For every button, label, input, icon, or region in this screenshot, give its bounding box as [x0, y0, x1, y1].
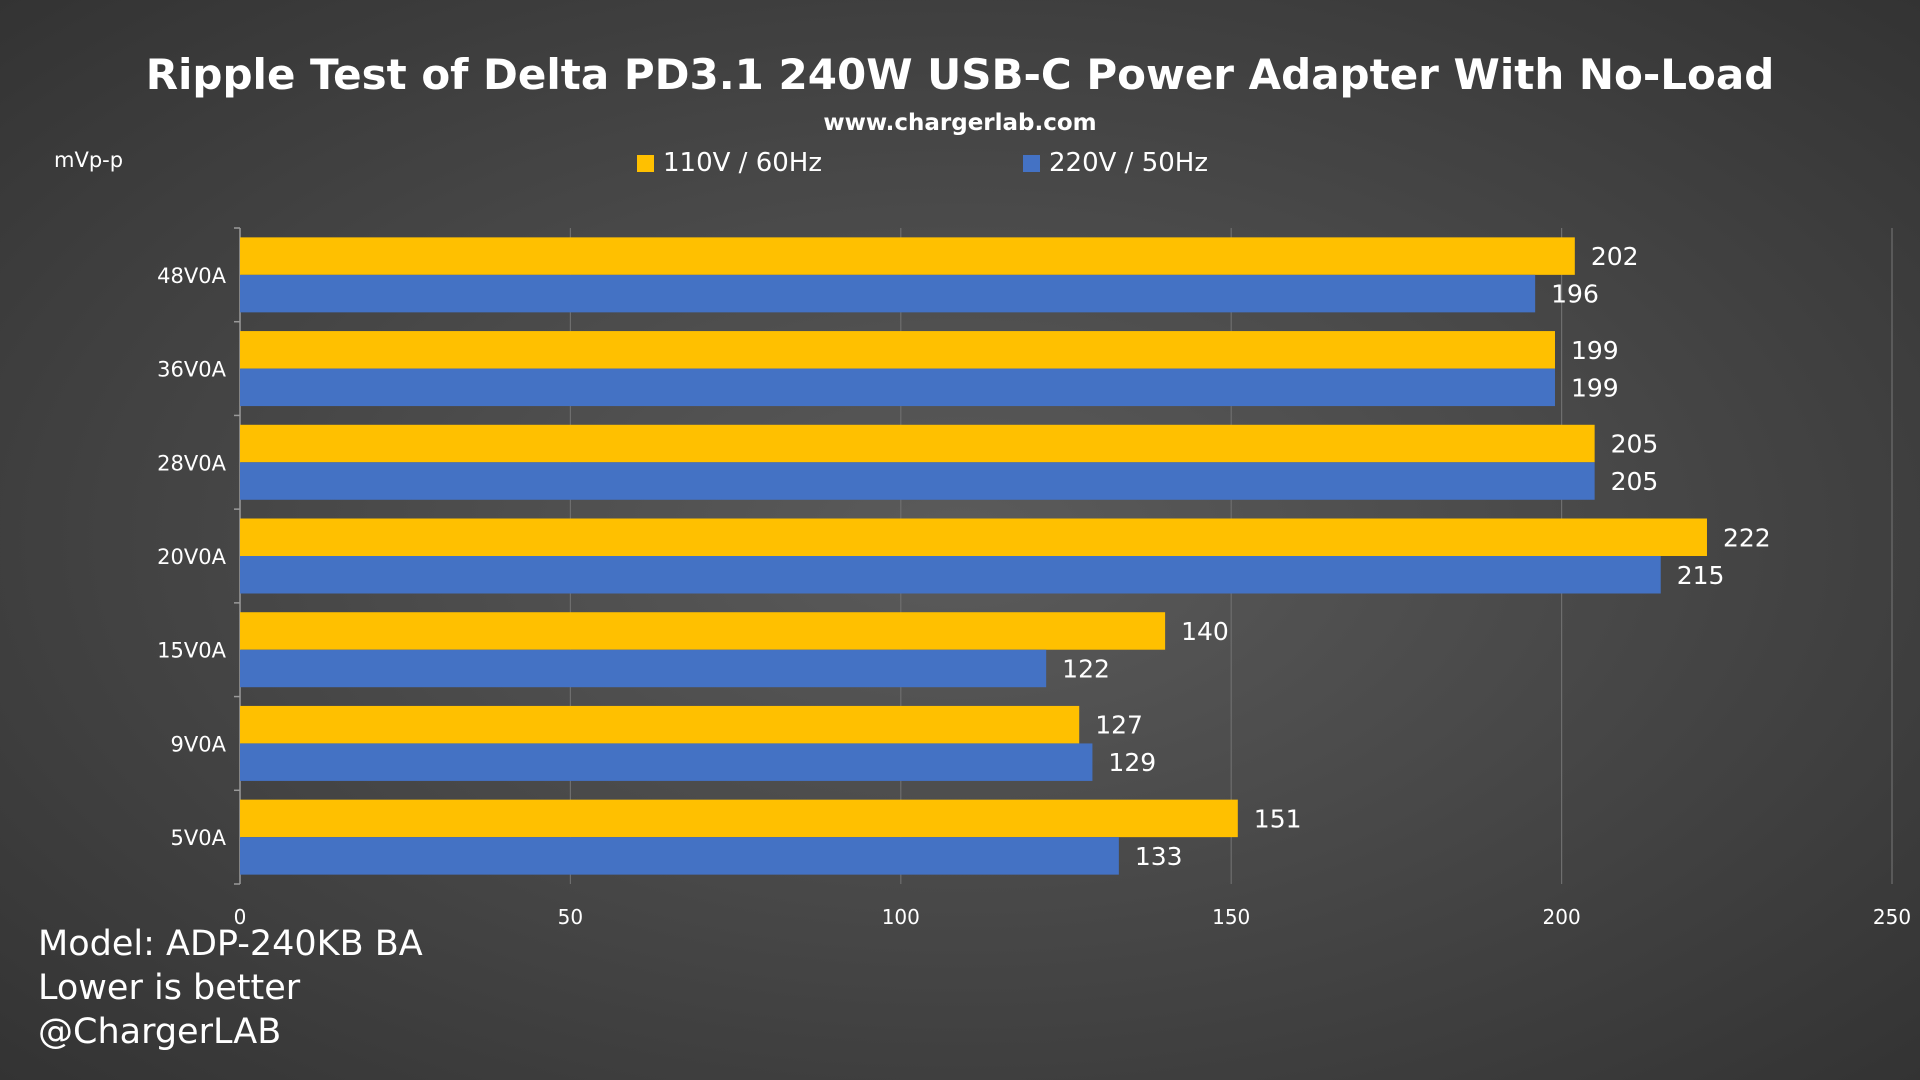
category-label: 36V0A: [157, 358, 226, 382]
bar: [240, 705, 1080, 744]
x-tick-label: 100: [882, 905, 920, 929]
category-label: 15V0A: [157, 639, 226, 663]
category-label: 5V0A: [171, 826, 227, 850]
bar: [240, 237, 1575, 275]
bar: [240, 518, 1707, 556]
category-label: 48V0A: [157, 264, 226, 288]
note-lower-is-better: Lower is better: [38, 968, 301, 1008]
bar: [240, 612, 1166, 650]
legend-swatch-220v: [1023, 154, 1040, 172]
category-label: 28V0A: [157, 451, 226, 475]
legend-item-110v: 110V / 60Hz: [637, 148, 822, 178]
data-label: 196: [1551, 280, 1599, 309]
data-label: 205: [1611, 467, 1659, 496]
data-label: 199: [1571, 373, 1619, 402]
legend-item-220v: 220V / 50Hz: [1023, 148, 1208, 178]
data-label: 140: [1181, 617, 1229, 646]
x-tick-label: 150: [1212, 905, 1250, 929]
chart-subtitle: www.chargerlab.com: [823, 110, 1097, 136]
bar: [240, 743, 1093, 781]
chart-notes: Model: ADP-240KB BA Lower is better @Cha…: [38, 922, 423, 1054]
bar: [240, 799, 1238, 838]
bar: [240, 462, 1595, 500]
legend-label-220v: 220V / 50Hz: [1049, 148, 1208, 178]
x-tick-label: 50: [558, 905, 583, 929]
bar: [240, 274, 1536, 313]
data-label: 222: [1723, 523, 1771, 552]
bar: [240, 424, 1595, 463]
category-label: 9V0A: [171, 732, 227, 756]
bar: [240, 331, 1555, 369]
data-label: 151: [1254, 804, 1302, 833]
data-label: 202: [1591, 242, 1639, 271]
x-tick-label: 250: [1873, 905, 1911, 929]
data-label: 127: [1095, 711, 1143, 740]
note-model: Model: ADP-240KB BA: [38, 924, 423, 964]
category-label: 20V0A: [157, 545, 226, 569]
data-label: 215: [1677, 561, 1725, 590]
data-label: 133: [1135, 842, 1183, 871]
legend-label-110v: 110V / 60Hz: [663, 148, 822, 178]
bar: [240, 649, 1047, 688]
bar: [240, 556, 1661, 594]
bar: [240, 368, 1555, 407]
bar: [240, 837, 1119, 875]
x-tick-label: 0: [234, 905, 247, 929]
data-label: 199: [1571, 336, 1619, 365]
x-tick-label: 200: [1543, 905, 1581, 929]
data-label: 205: [1611, 430, 1659, 459]
chart-title: Ripple Test of Delta PD3.1 240W USB-C Po…: [145, 50, 1775, 99]
legend-swatch-110v: [637, 154, 654, 172]
note-credit: @ChargerLAB: [38, 1012, 282, 1052]
data-label: 129: [1108, 748, 1156, 777]
unit-label: mVp-p: [54, 148, 124, 172]
data-label: 122: [1062, 654, 1110, 683]
